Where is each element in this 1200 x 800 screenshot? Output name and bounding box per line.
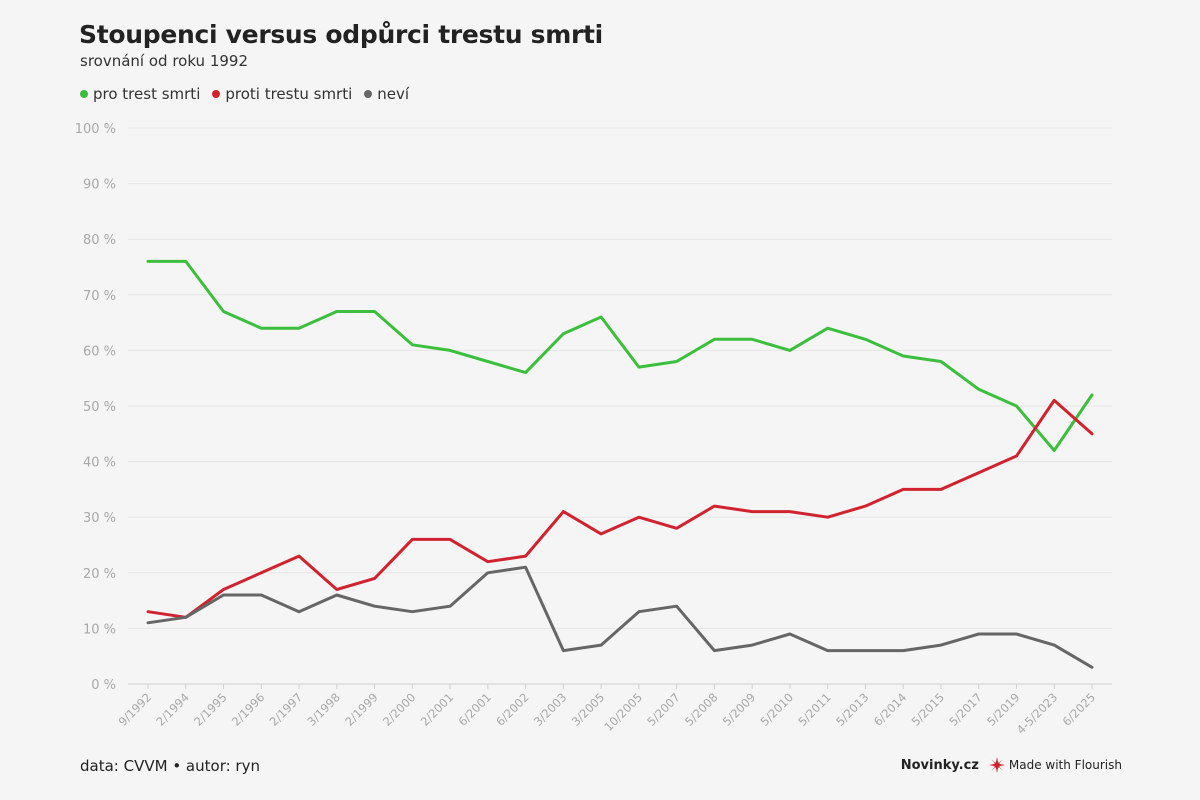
y-tick-label: 30 % (83, 511, 116, 526)
x-tick-label: 5/2013 (833, 690, 872, 729)
chart-title: Stoupenci versus odpůrci trestu smrti (79, 20, 603, 49)
x-tick-label: 5/2009 (720, 690, 759, 729)
footer-brand: Novinky.cz Made with Flourish (901, 757, 1122, 773)
x-tick-label: 3/2003 (531, 690, 570, 729)
x-tick-label: 5/2015 (909, 690, 948, 729)
x-tick-label: 5/2007 (644, 690, 683, 729)
series-line-2 (146, 565, 1094, 669)
legend-item-pro[interactable]: pro trest smrti (80, 85, 200, 103)
x-tick-label: 2/2001 (418, 690, 457, 729)
y-tick-label: 90 % (83, 178, 116, 193)
flourish-label: Made with Flourish (1008, 758, 1122, 772)
y-tick-label: 10 % (83, 622, 116, 637)
x-tick-label: 3/1998 (304, 690, 343, 729)
x-tick-label: 5/2010 (758, 690, 797, 729)
y-tick-label: 70 % (83, 289, 116, 304)
legend-dot-proti-icon (212, 90, 221, 98)
x-tick-label: 6/2014 (871, 690, 910, 729)
flourish-credit[interactable]: Made with Flourish (988, 757, 1122, 773)
x-tick-label: 6/2001 (455, 690, 494, 729)
x-tick-label: 10/2005 (601, 690, 645, 734)
x-tick-label: 4-5/2023 (1014, 690, 1061, 737)
x-tick-label: 2/1996 (229, 690, 268, 729)
y-tick-label: 40 % (83, 456, 116, 471)
legend-item-proti[interactable]: proti trestu smrti (212, 85, 352, 103)
legend-label-pro: pro trest smrti (93, 85, 201, 103)
y-tick-label: 60 % (83, 344, 116, 359)
series-line-0 (146, 259, 1094, 452)
legend-label-proti: proti trestu smrti (225, 85, 353, 103)
x-tick-label: 2/1995 (191, 690, 230, 729)
x-tick-label: 2/1999 (342, 690, 381, 729)
y-tick-label: 0 % (91, 678, 116, 693)
series-line-1 (146, 398, 1094, 619)
x-tick-label: 6/2002 (493, 690, 532, 729)
x-tick-label: 5/2008 (682, 690, 721, 729)
y-tick-label: 100 % (75, 122, 116, 137)
x-tick-label: 9/1992 (116, 690, 155, 729)
y-tick-label: 80 % (83, 233, 116, 248)
x-tick-label: 2/1997 (267, 690, 306, 729)
legend-label-nevi: neví (377, 85, 410, 103)
legend: pro trest smrti proti trestu smrti neví (80, 85, 409, 103)
x-tick-label: 5/2011 (795, 690, 834, 729)
legend-item-nevi[interactable]: neví (364, 85, 409, 103)
x-tick-label: 5/2017 (946, 690, 985, 729)
legend-dot-pro-icon (80, 90, 88, 98)
y-tick-label: 20 % (83, 567, 116, 582)
x-tick-label: 2/2000 (380, 690, 419, 729)
x-tick-label: 6/2025 (1060, 690, 1099, 729)
footer-source: data: CVVM • autor: ryn (80, 757, 260, 775)
novinky-logo[interactable]: Novinky.cz (900, 757, 979, 773)
legend-dot-nevi-icon (364, 90, 373, 98)
chart-subtitle: srovnání od roku 1992 (80, 52, 249, 70)
flourish-star-icon (988, 757, 1005, 773)
y-tick-label: 50 % (83, 400, 116, 415)
x-tick-label: 2/1994 (153, 690, 192, 729)
